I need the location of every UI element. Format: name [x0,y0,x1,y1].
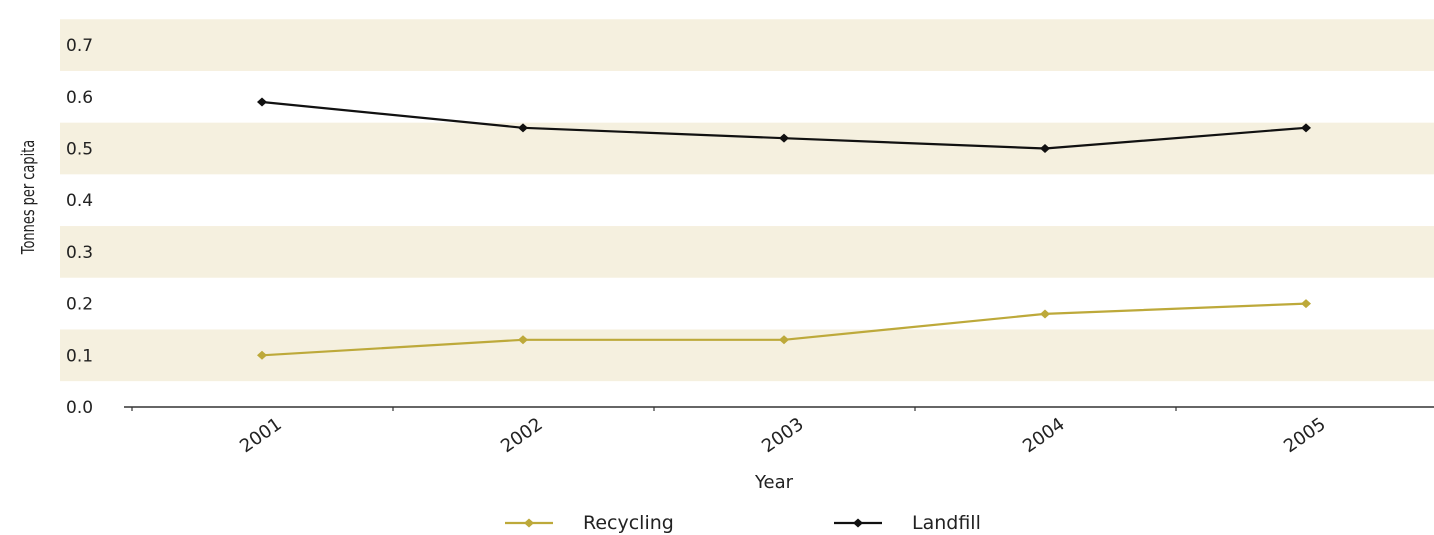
data-point [1301,299,1311,309]
y-tick-label: 0.3 [66,243,93,263]
x-tick-label: 2005 [1280,414,1330,457]
background-band-1 [60,226,1434,278]
x-tick-label: 2001 [236,414,286,457]
y-tick-label: 0.5 [66,140,93,160]
legend-item-landfill: Landfill [834,512,981,534]
y-axis-ticks: 0.0 0.1 0.2 0.3 0.4 0.5 0.6 0.7 [66,36,93,418]
legend-swatch-marker [853,518,863,528]
data-point [257,97,267,107]
x-axis: 2001 2002 2003 2004 2005 [124,406,1434,457]
y-tick-label: 0.0 [66,398,93,418]
y-tick-label: 0.1 [66,346,93,366]
y-tick-label: 0.4 [66,191,93,211]
data-point [518,123,528,133]
data-point [779,335,789,345]
background-band-0 [60,329,1434,382]
data-point [1040,309,1050,319]
data-point [518,335,528,345]
y-tick-label: 0.2 [66,295,93,315]
series-layer [257,97,1311,360]
legend-item-recycling: Recycling [505,512,674,534]
series-landfill [257,97,1311,153]
data-point [1040,144,1050,153]
legend-label: Landfill [912,512,981,534]
legend-label: Recycling [583,512,674,534]
y-axis-title: Tonnes per capita [17,140,39,255]
data-point [779,133,789,143]
x-tick-label: 2004 [1019,414,1069,457]
x-tick-label: 2002 [497,414,547,457]
x-axis-title: Year [754,472,794,493]
background-bands [60,19,1434,382]
legend-swatch-marker [524,518,534,528]
legend: Recycling Landfill [505,512,981,534]
background-band-3 [60,19,1434,71]
background-band-2 [60,122,1434,175]
data-point [257,350,267,360]
y-tick-label: 0.7 [66,36,93,56]
data-point [1301,123,1311,133]
x-tick-label: 2003 [758,414,808,457]
series-recycling [257,299,1311,360]
y-tick-label: 0.6 [66,88,93,108]
